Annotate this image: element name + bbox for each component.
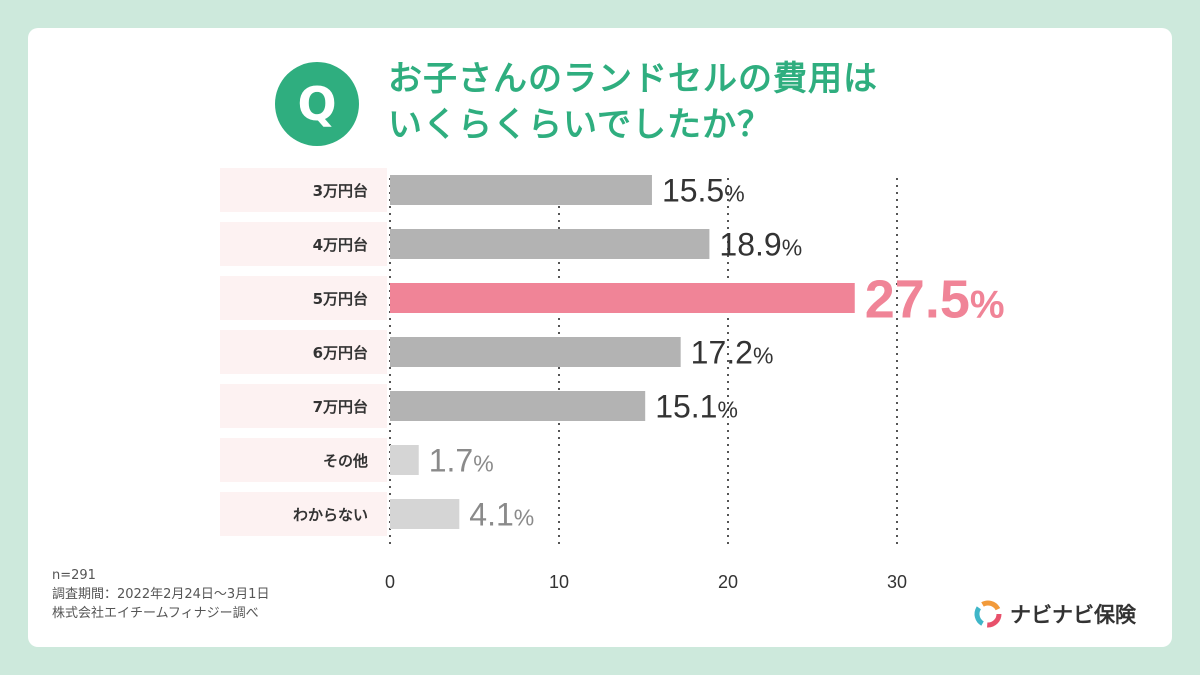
bar (390, 229, 710, 259)
value-label: 1.7% (429, 443, 494, 479)
question-line-1: お子さんのランドセルの費用は (388, 59, 878, 99)
question-badge: Q (275, 62, 359, 146)
bar (390, 175, 652, 205)
x-tick-label: 0 (385, 572, 395, 592)
category-label: 3万円台 (313, 182, 368, 200)
question-title: お子さんのランドセルの費用は いくらくらいでしたか？ (388, 56, 878, 148)
bar (390, 499, 460, 529)
category-label-bg (220, 168, 387, 212)
bar (390, 283, 855, 313)
value-label: 18.9% (719, 227, 802, 263)
value-label: 17.2% (691, 335, 774, 371)
survey-source: 株式会社エイチームフィナジー調べ (52, 606, 259, 621)
x-tick-label: 20 (718, 572, 738, 592)
bar (390, 391, 646, 421)
logo-text: ナビナビ保険 (1010, 603, 1136, 627)
x-tick-label: 30 (887, 572, 907, 592)
category-label: その他 (323, 452, 368, 470)
category-label-bg (220, 330, 387, 374)
category-label: 6万円台 (313, 344, 368, 362)
value-label: 15.1% (655, 389, 738, 425)
footnote: n=291 調査期間：2022年2月24日～3月1日 株式会社エイチームフィナジ… (52, 566, 269, 623)
category-label: 7万円台 (313, 398, 368, 416)
category-label-bg (220, 384, 387, 428)
bar (390, 337, 681, 367)
category-label-bg (220, 276, 387, 320)
survey-period: 調査期間：2022年2月24日～3月1日 (52, 587, 270, 602)
value-label: 15.5% (662, 173, 745, 209)
category-label: 4万円台 (313, 236, 368, 254)
category-label-bg (220, 438, 387, 482)
category-label: 5万円台 (313, 290, 368, 308)
value-label: 27.5% (865, 269, 1005, 329)
category-label: わからない (293, 506, 368, 524)
category-label-bg (220, 222, 387, 266)
x-tick-label: 10 (549, 572, 569, 592)
value-label: 4.1% (469, 497, 534, 533)
question-line-2: いくらくらいでしたか？ (388, 105, 772, 145)
brand-logo: ナビナビ保険 (972, 598, 1136, 630)
category-label-bg (220, 492, 387, 536)
sample-size: n=291 (52, 568, 96, 583)
navinavi-logo-icon (974, 600, 1002, 628)
bar (390, 445, 419, 475)
